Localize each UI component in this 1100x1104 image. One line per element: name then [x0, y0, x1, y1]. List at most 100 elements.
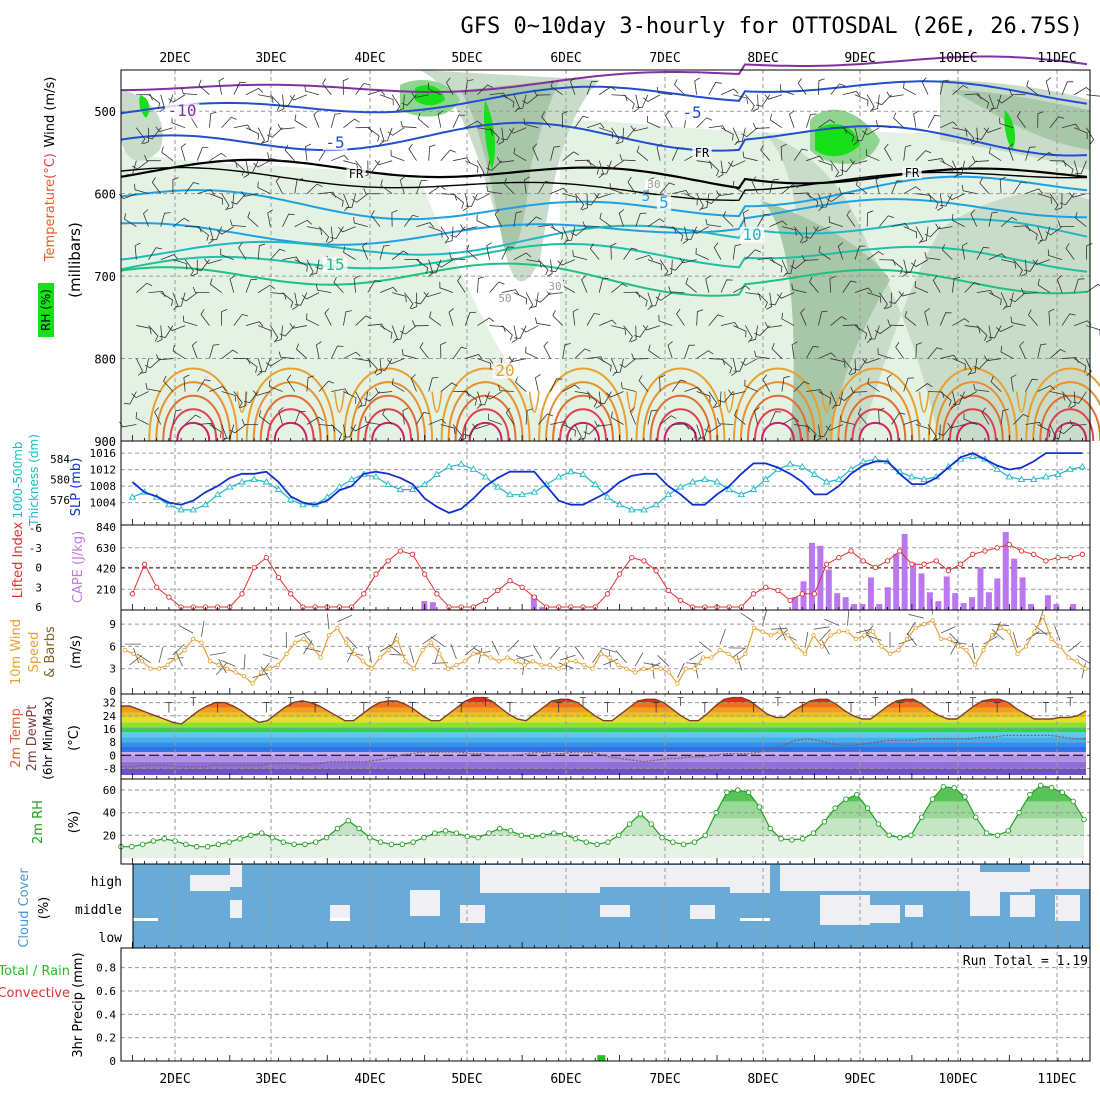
- contour-label: -5: [682, 103, 701, 122]
- cloud-gap: [600, 905, 630, 917]
- rh-point: [259, 831, 264, 836]
- temp-band: [121, 727, 1090, 732]
- cloud-gap: [740, 918, 770, 921]
- li-line-point: [983, 549, 987, 553]
- wind-speed-point: [174, 656, 178, 660]
- cape-bar: [851, 604, 857, 610]
- li-line-point: [264, 555, 268, 559]
- wind-speed-point: [268, 667, 272, 671]
- wind-speed-point: [795, 645, 799, 649]
- rh-point: [616, 833, 621, 838]
- temp-band: [121, 742, 1090, 747]
- rh-point: [746, 790, 751, 795]
- rh-point: [270, 835, 275, 840]
- li-line-point: [934, 559, 938, 563]
- wind-speed-point: [446, 667, 450, 671]
- day-label-top: 7DEC: [649, 51, 680, 66]
- axis-label-temperature: Temperature: [43, 179, 58, 262]
- y-tick-label: 16: [103, 723, 116, 736]
- cloud-gap: [480, 865, 600, 893]
- wind-speed-point: [302, 637, 306, 641]
- rh-point: [249, 833, 254, 838]
- li-line-point: [252, 565, 256, 569]
- day-label-top: 8DEC: [747, 51, 778, 66]
- cape-bar: [910, 563, 916, 610]
- day-label-top: 5DEC: [451, 51, 482, 66]
- day-label-bottom: 2DEC: [159, 1072, 190, 1087]
- li-line-point: [946, 569, 950, 573]
- contour-label: -5: [325, 133, 344, 152]
- wind-speed-point: [642, 667, 646, 671]
- wind-speed-point: [463, 659, 467, 663]
- li-line-point: [1056, 555, 1060, 559]
- day-label-bottom: 3DEC: [255, 1072, 286, 1087]
- wind-speed-point: [905, 637, 909, 641]
- rh-point: [432, 831, 437, 836]
- cloud-gap: [780, 865, 980, 891]
- rh-point: [368, 835, 373, 840]
- li-line-point: [751, 592, 755, 596]
- wind-speed-point: [667, 671, 671, 675]
- wind-speed-point: [123, 648, 127, 652]
- y-tick-label: -8: [103, 762, 116, 775]
- axis-label-thickness-unit: Thickness (dm): [27, 434, 41, 527]
- axis-label-wind10-unit: (m/s): [69, 635, 84, 669]
- cloud-gap: [970, 890, 1000, 916]
- wind-speed-point: [897, 648, 901, 652]
- y-tick-label: 0.2: [96, 1032, 116, 1045]
- rh-point: [400, 842, 405, 847]
- cloud-gap: [820, 895, 870, 925]
- day-label-bottom: 7DEC: [649, 1072, 680, 1087]
- cape-bar: [961, 603, 967, 610]
- rh-point: [422, 835, 427, 840]
- li-line-point: [800, 592, 804, 596]
- rh-point: [649, 822, 654, 827]
- wind-speed-point: [1058, 645, 1062, 649]
- cape-bar: [893, 554, 899, 610]
- wind-speed-point: [1067, 656, 1071, 660]
- temp-band: [121, 737, 1090, 742]
- day-label-top: 9DEC: [844, 51, 875, 66]
- li-line-point: [483, 598, 487, 602]
- wind-speed-point: [735, 659, 739, 663]
- day-label-top: 11DEC: [1037, 51, 1076, 66]
- rh-point: [508, 829, 513, 834]
- wind-speed-point: [922, 622, 926, 626]
- wind-speed-point: [455, 663, 459, 667]
- y-tick-label: 420: [96, 563, 116, 576]
- y-tick-label: 32: [103, 697, 116, 710]
- rh-point: [876, 822, 881, 827]
- rh-point: [389, 842, 394, 847]
- wind-speed-point: [727, 652, 731, 656]
- rh-point: [162, 836, 167, 841]
- y-tick-label: 1012: [90, 464, 117, 477]
- rh-point: [919, 815, 924, 820]
- wind-speed-point: [574, 659, 578, 663]
- axis-label-wind10-barbs: & Barbs: [43, 626, 58, 678]
- wind-speed-point: [276, 663, 280, 667]
- cape-bar: [969, 597, 975, 610]
- contour-label: 5: [642, 189, 650, 205]
- wind-speed-point: [854, 637, 858, 641]
- rh-point: [324, 835, 329, 840]
- y-tick-label: 40: [103, 807, 116, 820]
- rh-point: [130, 844, 135, 849]
- rh-point: [606, 840, 611, 845]
- precip-total-bar: [597, 1055, 605, 1061]
- rh-point: [552, 831, 557, 836]
- rh-point: [768, 826, 773, 831]
- wind-speed-point: [1050, 637, 1054, 641]
- cape-bar: [986, 592, 992, 610]
- rh-point: [541, 833, 546, 838]
- li-line-point: [1019, 549, 1023, 553]
- cloud-gap: [190, 875, 230, 891]
- y-tick-label: 580: [50, 473, 70, 486]
- wind-speed-point: [973, 663, 977, 667]
- wind-speed-point: [761, 630, 765, 634]
- rh-point: [844, 797, 849, 802]
- wind-speed-point: [701, 656, 705, 660]
- wind-speed-point: [676, 682, 680, 686]
- rh-point: [357, 826, 362, 831]
- cloud-gap: [1030, 865, 1090, 889]
- wind-speed-point: [557, 667, 561, 671]
